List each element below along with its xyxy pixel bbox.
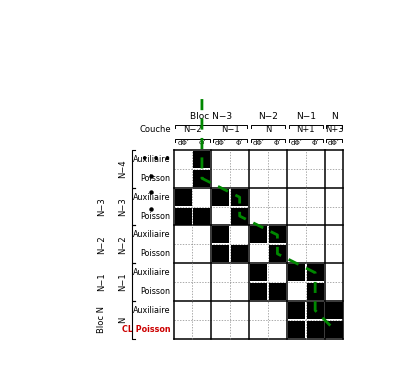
Text: Φʼ: Φʼ <box>273 140 281 146</box>
Bar <box>193 170 210 187</box>
Text: N: N <box>264 124 271 133</box>
Bar <box>287 264 304 281</box>
Text: Poisson: Poisson <box>140 212 170 221</box>
Text: Bloc N: Bloc N <box>97 307 106 333</box>
Bar <box>306 264 323 281</box>
Bar <box>212 245 229 262</box>
Bar <box>174 189 191 206</box>
Text: N−2: N−2 <box>183 124 201 133</box>
Bar <box>268 283 285 300</box>
Bar <box>287 321 304 338</box>
Text: N−1: N−1 <box>118 273 127 291</box>
Text: dΦʼ: dΦʼ <box>214 140 226 146</box>
Bar <box>193 151 210 168</box>
Text: N: N <box>118 317 127 323</box>
Text: dΦʼ: dΦʼ <box>177 140 189 146</box>
Text: N: N <box>330 112 337 121</box>
Bar <box>212 226 229 244</box>
Bar <box>268 245 285 262</box>
Bar <box>249 226 266 244</box>
Bar <box>230 207 247 224</box>
Text: Poisson: Poisson <box>140 287 170 296</box>
Text: Auxiliaire: Auxiliaire <box>133 155 170 164</box>
Text: N−4: N−4 <box>118 159 127 178</box>
Text: N−1: N−1 <box>295 112 315 121</box>
Text: Auxiliaire: Auxiliaire <box>133 268 170 277</box>
Text: Poisson: Poisson <box>140 174 170 183</box>
Text: • • •: • • • <box>140 153 170 166</box>
Text: N−3: N−3 <box>97 197 106 216</box>
Bar <box>193 207 210 224</box>
Text: N+1: N+1 <box>296 124 314 133</box>
Text: dΦʼ: dΦʼ <box>290 140 301 146</box>
Text: Auxiliaire: Auxiliaire <box>133 230 170 240</box>
Text: Φʼ: Φʼ <box>235 140 243 146</box>
Text: N−1: N−1 <box>97 273 106 291</box>
Text: N−3: N−3 <box>118 197 127 216</box>
Bar <box>306 283 323 300</box>
Bar <box>287 302 304 319</box>
Bar <box>306 321 323 338</box>
Text: N−2: N−2 <box>97 235 106 254</box>
Text: Auxiliaire: Auxiliaire <box>133 306 170 315</box>
Bar <box>325 302 342 319</box>
Text: N−2: N−2 <box>118 235 127 254</box>
Text: N−2: N−2 <box>258 112 277 121</box>
Text: dΦʼ: dΦʼ <box>252 140 264 146</box>
Text: Auxiliaire: Auxiliaire <box>133 193 170 202</box>
Bar <box>212 189 229 206</box>
Bar <box>325 321 342 338</box>
Bar <box>230 189 247 206</box>
Text: dΦʼ: dΦʼ <box>327 140 339 146</box>
Text: Φʼ: Φʼ <box>198 140 205 146</box>
Bar <box>174 207 191 224</box>
Text: N−1: N−1 <box>220 124 239 133</box>
Text: CL Poisson: CL Poisson <box>122 325 170 334</box>
Text: Φʼ: Φʼ <box>311 140 318 146</box>
Text: Poisson: Poisson <box>140 249 170 258</box>
Bar <box>230 245 247 262</box>
Text: Couche: Couche <box>139 124 170 133</box>
Bar <box>249 283 266 300</box>
Text: Bloc N−3: Bloc N−3 <box>190 112 232 121</box>
Bar <box>306 302 323 319</box>
Bar <box>249 264 266 281</box>
Bar <box>268 226 285 244</box>
Text: N+3: N+3 <box>324 124 343 133</box>
